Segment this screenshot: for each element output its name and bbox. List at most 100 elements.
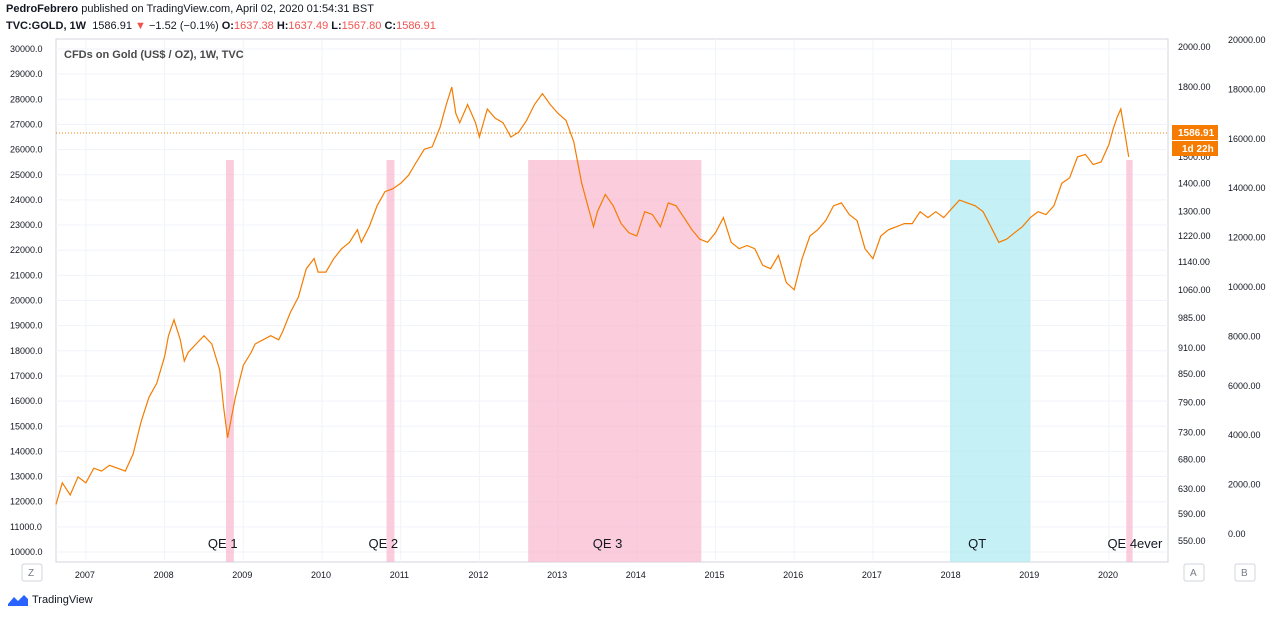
z-axis-button[interactable] bbox=[21, 563, 43, 582]
right-axis-b[interactable]: 20000.00 18000.00 16000.00 14000.00 12000.00… bbox=[1228, 35, 1266, 539]
period-label: QE 2 bbox=[368, 536, 398, 551]
x-tick-label: 2010 bbox=[311, 570, 331, 580]
period-labels: QE 1 QE 2 QE 3 QT QE 4ever bbox=[208, 536, 1163, 551]
right-axis-a-tick-label: 1800.00 bbox=[1178, 82, 1211, 92]
left-axis-tick-label: 25000.0 bbox=[10, 170, 43, 180]
gold-price-line bbox=[55, 86, 1130, 505]
left-axis-tick-label: 17000.0 bbox=[10, 371, 43, 381]
right-axis-a-tick-label: 850.00 bbox=[1178, 369, 1206, 379]
left-axis-tick-label: 12000.0 bbox=[10, 497, 43, 507]
shaded-period-qe-4ever bbox=[1126, 160, 1133, 562]
left-axis-tick-label: 10000.0 bbox=[10, 547, 43, 557]
shaded-period-qt bbox=[950, 160, 1031, 562]
left-axis-tick-label: 13000.0 bbox=[10, 472, 43, 482]
tradingview-logo[interactable]: TradingView bbox=[8, 594, 93, 606]
right-axis-a-tick-label: 1300.00 bbox=[1178, 207, 1211, 217]
right-axis-a-tick-label: 790.00 bbox=[1178, 397, 1206, 407]
right-axis-a-tick-label: 985.00 bbox=[1178, 313, 1206, 323]
x-tick-label: 2019 bbox=[1019, 570, 1039, 580]
open-value: 1637.38 bbox=[233, 20, 274, 32]
x-tick-label: 2011 bbox=[390, 570, 409, 580]
period-label: QE 3 bbox=[593, 536, 623, 551]
price-tag-label: 1586.91 bbox=[1178, 128, 1215, 139]
left-axis-tick-label: 27000.0 bbox=[10, 119, 43, 129]
shaded-periods bbox=[225, 160, 1133, 562]
right-axis-a-tick-label: 680.00 bbox=[1178, 455, 1206, 465]
period-label: QE 4ever bbox=[1107, 536, 1163, 551]
left-axis-tick-label: 21000.0 bbox=[10, 270, 43, 280]
right-axis-a-tick-label: 2000.00 bbox=[1178, 42, 1211, 52]
a-axis-button-label: A bbox=[1190, 568, 1197, 579]
left-axis-tick-label: 20000.0 bbox=[10, 296, 43, 306]
symbol-name: TVC:GOLD, 1W bbox=[6, 20, 87, 32]
x-tick-label: 2016 bbox=[783, 570, 803, 580]
left-axis-tick-label: 14000.0 bbox=[10, 446, 43, 456]
right-axis-a-tick-label: 630.00 bbox=[1178, 484, 1206, 494]
right-axis-a-tick-label: 1060.00 bbox=[1178, 285, 1211, 295]
right-axis-b-tick-label: 14000.00 bbox=[1228, 183, 1266, 193]
left-axis-tick-label: 30000.0 bbox=[10, 44, 43, 54]
period-label: QT bbox=[968, 536, 986, 551]
left-axis-tick-label: 16000.0 bbox=[10, 396, 43, 406]
right-axis-b-tick-label: 8000.00 bbox=[1228, 331, 1261, 341]
close-value: 1586.91 bbox=[396, 20, 436, 32]
author-name[interactable]: PedroFebrero bbox=[6, 3, 79, 15]
tradingview-icon bbox=[8, 595, 28, 606]
x-tick-label: 2020 bbox=[1098, 570, 1118, 580]
right-axis-b-tick-label: 20000.00 bbox=[1228, 35, 1266, 45]
right-axis-b-tick-label: 10000.00 bbox=[1228, 282, 1266, 292]
high-label: H: bbox=[276, 20, 289, 32]
b-axis-button[interactable] bbox=[1234, 563, 1256, 582]
low-value: 1567.80 bbox=[341, 20, 382, 32]
left-axis-tick-label: 11000.0 bbox=[10, 522, 42, 532]
x-tick-label: 2015 bbox=[704, 570, 724, 580]
brand-name: TradingView bbox=[32, 594, 93, 606]
high-value: 1637.49 bbox=[288, 20, 329, 32]
left-axis-tick-label: 28000.0 bbox=[10, 94, 43, 104]
x-tick-label: 2012 bbox=[468, 570, 488, 580]
x-tick-label: 2018 bbox=[941, 570, 961, 580]
countdown-tag bbox=[1172, 141, 1218, 156]
right-axis-a-tick-label: 910.00 bbox=[1178, 343, 1206, 353]
right-axis-b-tick-label: 2000.00 bbox=[1228, 480, 1261, 490]
x-tick-label: 2017 bbox=[862, 570, 882, 580]
x-tick-label: 2014 bbox=[626, 570, 646, 580]
chart-title: CFDs on Gold (US$ / OZ), 1W, TVC bbox=[64, 49, 244, 61]
left-axis[interactable]: 30000.0 29000.0 28000.0 27000.0 26000.0 25000… bbox=[10, 44, 43, 557]
published-text: published on TradingView.com, April 02, … bbox=[81, 3, 374, 15]
b-axis-button-label: B bbox=[1241, 568, 1248, 579]
a-axis-button[interactable] bbox=[1183, 563, 1205, 582]
left-axis-tick-label: 24000.0 bbox=[10, 195, 43, 205]
right-axis-b-tick-label: 4000.00 bbox=[1228, 430, 1261, 440]
left-axis-tick-label: 23000.0 bbox=[10, 220, 43, 230]
right-axis-b-tick-label: 6000.00 bbox=[1228, 381, 1261, 391]
left-axis-tick-label: 15000.0 bbox=[10, 421, 43, 431]
right-axis-a-tick-label: 1400.00 bbox=[1178, 178, 1211, 188]
x-tick-label: 2007 bbox=[75, 570, 95, 580]
price-change: −1.52 (−0.1%) bbox=[148, 20, 219, 32]
left-axis-tick-label: 22000.0 bbox=[10, 245, 43, 255]
left-axis-tick-label: 19000.0 bbox=[10, 321, 43, 331]
right-axis-a-tick-label: 730.00 bbox=[1178, 427, 1206, 437]
right-axis-b-tick-label: 12000.00 bbox=[1228, 233, 1266, 243]
x-axis[interactable]: 2007 2008 2009 2010 2011 2012 2013 2014 2015 2016… bbox=[75, 570, 1118, 580]
right-axis-b-tick-label: 18000.00 bbox=[1228, 84, 1266, 94]
price-tag bbox=[1172, 125, 1218, 140]
left-axis-tick-label: 18000.0 bbox=[10, 346, 43, 356]
low-label: L: bbox=[331, 20, 342, 32]
right-axis-a-tick-label: 590.00 bbox=[1178, 509, 1206, 519]
shaded-period-qe-2 bbox=[386, 160, 395, 562]
period-label: QE 1 bbox=[208, 536, 238, 551]
right-axis-a-tick-label: 1500.00 bbox=[1178, 152, 1211, 162]
shaded-period-qe-3 bbox=[528, 160, 702, 562]
symbol-legend: TVC:GOLD, 1W 1586.91 ▼ −1.52 (−0.1%) O:1… bbox=[6, 20, 436, 32]
shaded-period-qe-1 bbox=[225, 160, 234, 562]
x-tick-label: 2009 bbox=[232, 570, 252, 580]
z-axis-button-label: Z bbox=[28, 568, 34, 579]
close-label: C: bbox=[384, 20, 397, 32]
right-axis-a[interactable]: 2000.001800.001600.001500.001400.001300.… bbox=[1178, 42, 1211, 546]
change-down-icon: ▼ bbox=[135, 20, 146, 32]
left-axis-tick-label: 26000.0 bbox=[10, 145, 43, 155]
x-tick-label: 2013 bbox=[547, 570, 567, 580]
